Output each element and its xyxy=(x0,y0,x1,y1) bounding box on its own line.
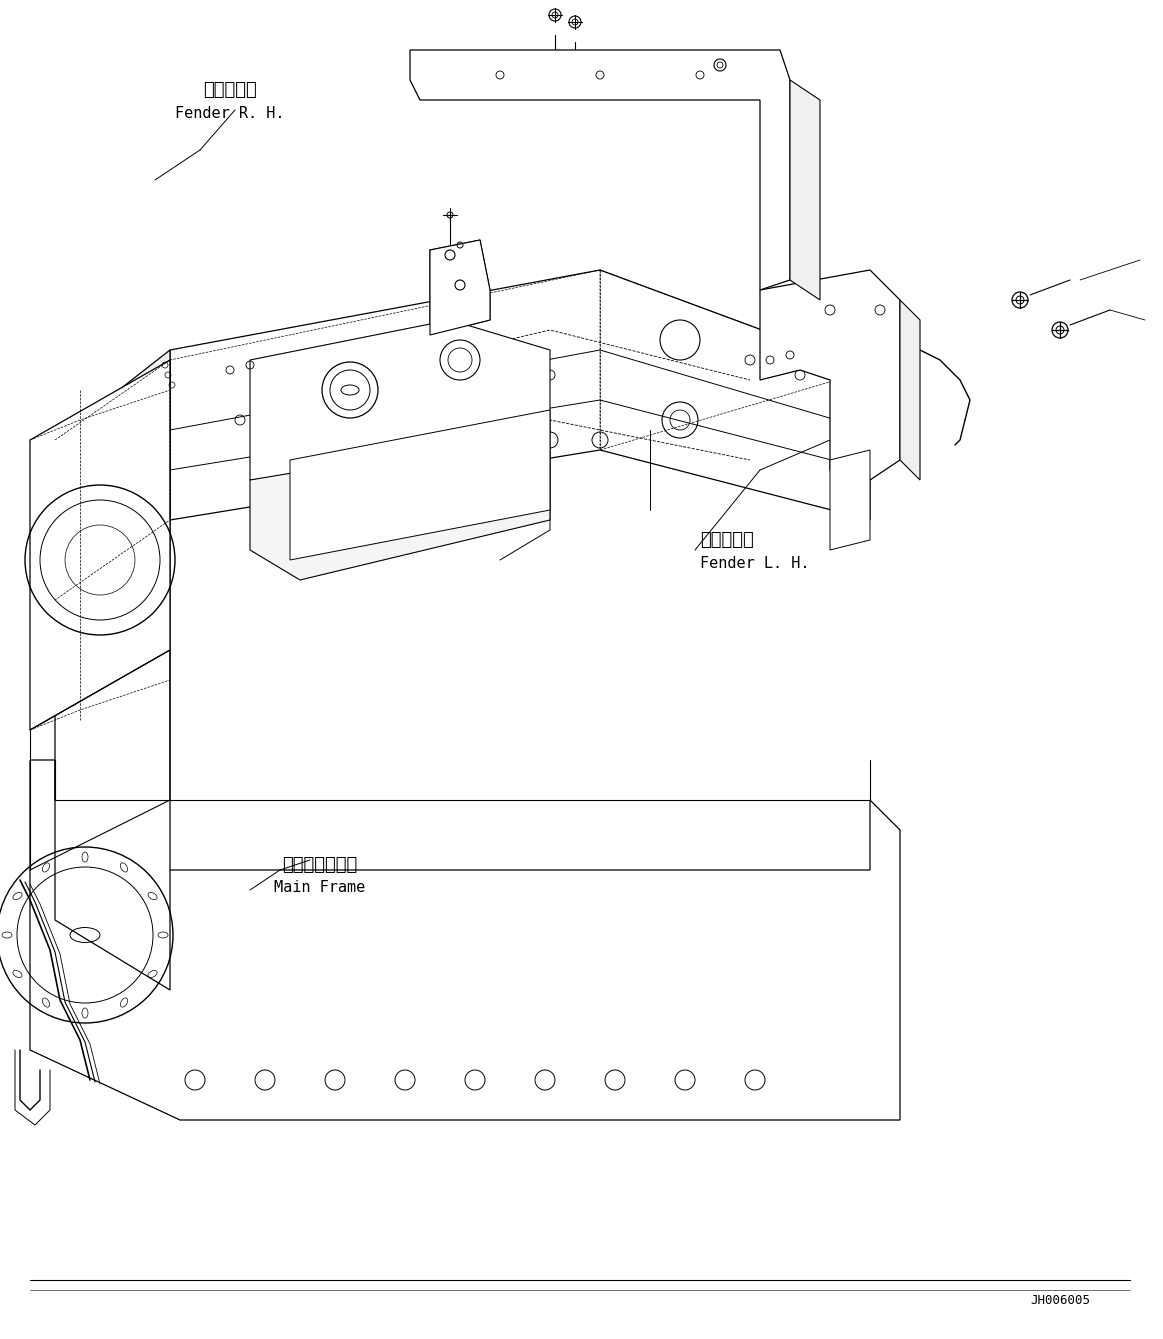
Polygon shape xyxy=(55,349,170,600)
Text: メインフレーム: メインフレーム xyxy=(283,856,358,874)
Polygon shape xyxy=(55,441,170,990)
Polygon shape xyxy=(30,360,170,730)
Text: フェンダ左: フェンダ左 xyxy=(700,532,754,549)
Polygon shape xyxy=(250,320,550,479)
Text: フェンダ右: フェンダ右 xyxy=(204,80,257,99)
Polygon shape xyxy=(430,240,490,335)
Polygon shape xyxy=(170,270,870,520)
Polygon shape xyxy=(30,761,900,1119)
Polygon shape xyxy=(759,270,900,479)
Text: JH006005: JH006005 xyxy=(1030,1293,1090,1307)
Text: Main Frame: Main Frame xyxy=(274,881,365,896)
Polygon shape xyxy=(790,80,820,300)
Text: Fender L. H.: Fender L. H. xyxy=(700,556,809,570)
Polygon shape xyxy=(250,430,550,580)
Text: Fender R. H.: Fender R. H. xyxy=(176,106,285,121)
Polygon shape xyxy=(900,300,920,479)
Polygon shape xyxy=(830,450,870,550)
Polygon shape xyxy=(290,410,550,560)
Polygon shape xyxy=(411,50,790,291)
